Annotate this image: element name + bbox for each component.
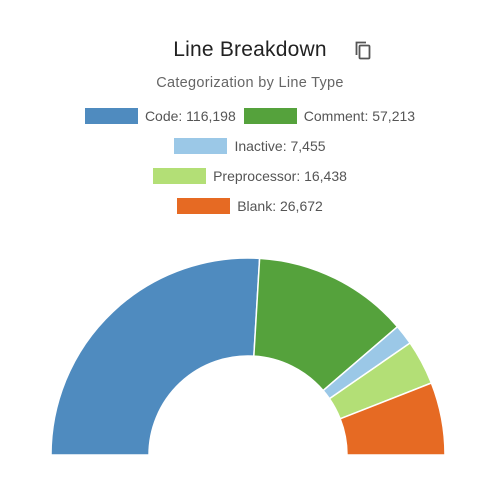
legend-swatch-comment [243,107,297,124]
legend-label-blank: Blank: 26,672 [237,197,323,214]
donut-slice-blank[interactable] [339,382,446,456]
legend-item-blank[interactable]: Blank: 26,672 [177,197,323,214]
legend-swatch-code [84,107,138,124]
legend-swatch-inactive [174,137,228,154]
legend-label-code: Code: 116,198 [144,107,236,124]
copy-icon[interactable] [352,39,376,63]
legend-row: Preprocessor: 16,438 [0,166,500,185]
half-donut-chart [50,257,446,456]
legend-item-preprocessor[interactable]: Preprocessor: 16,438 [153,167,347,184]
legend-row: Inactive: 7,455 [0,136,500,155]
chart-title: Line Breakdown [173,38,327,61]
legend-row: Code: 116,198 Comment: 57,213 [0,106,500,125]
legend-label-inactive: Inactive: 7,455 [234,137,326,154]
legend-swatch-preprocessor [153,167,207,184]
legend-item-inactive[interactable]: Inactive: 7,455 [174,137,326,154]
chart-legend: Code: 116,198 Comment: 57,213 Inactive: … [0,106,500,226]
legend-label-preprocessor: Preprocessor: 16,438 [213,167,347,184]
donut-slice-code[interactable] [50,257,261,456]
chart-subtitle: Categorization by Line Type [156,75,344,91]
legend-row: Blank: 26,672 [0,196,500,215]
legend-swatch-blank [177,197,231,214]
legend-item-code[interactable]: Code: 116,198 [84,107,236,124]
legend-item-comment[interactable]: Comment: 57,213 [243,107,416,124]
chart-header: Line Breakdown [0,34,500,68]
legend-label-comment: Comment: 57,213 [303,107,416,124]
